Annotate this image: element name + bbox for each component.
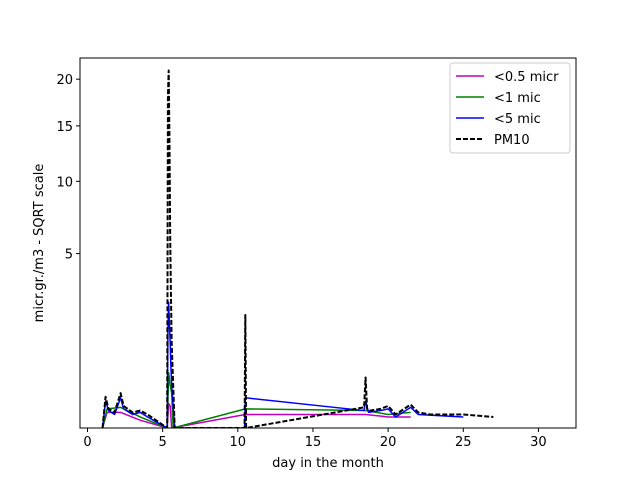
x-tick-label: 25: [455, 435, 472, 450]
series-line-1: [101, 372, 411, 428]
y-axis: 5 10 15 20: [56, 73, 80, 263]
x-axis: 0 5 10 15 20 25 30: [83, 428, 547, 450]
legend-label: <5 mic: [494, 112, 541, 127]
y-tick-label: 5: [65, 248, 73, 263]
x-tick-label: 10: [230, 435, 247, 450]
y-axis-label: micr.gr./m3 - SQRT scale: [32, 164, 47, 323]
x-tick-label: 5: [159, 435, 167, 450]
y-tick-label: 10: [56, 175, 73, 190]
series-line-3: [101, 69, 494, 428]
legend-label: <1 mic: [494, 91, 541, 106]
legend: <0.5 micr <1 mic <5 mic PM10: [449, 62, 571, 154]
legend-label: PM10: [494, 133, 530, 148]
series-layer: [101, 69, 494, 428]
plot-area: [101, 69, 494, 428]
legend-label: <0.5 micr: [494, 70, 559, 85]
x-tick-label: 15: [305, 435, 322, 450]
plot-frame: [79, 57, 577, 429]
y-tick-label: 20: [56, 73, 73, 88]
x-tick-label: 20: [380, 435, 397, 450]
x-tick-label: 0: [83, 435, 91, 450]
y-tick-label: 15: [56, 120, 73, 135]
x-axis-label: day in the month: [272, 456, 384, 471]
legend-box: [449, 62, 571, 154]
series-line-0: [101, 402, 411, 428]
x-tick-label: 30: [530, 435, 547, 450]
